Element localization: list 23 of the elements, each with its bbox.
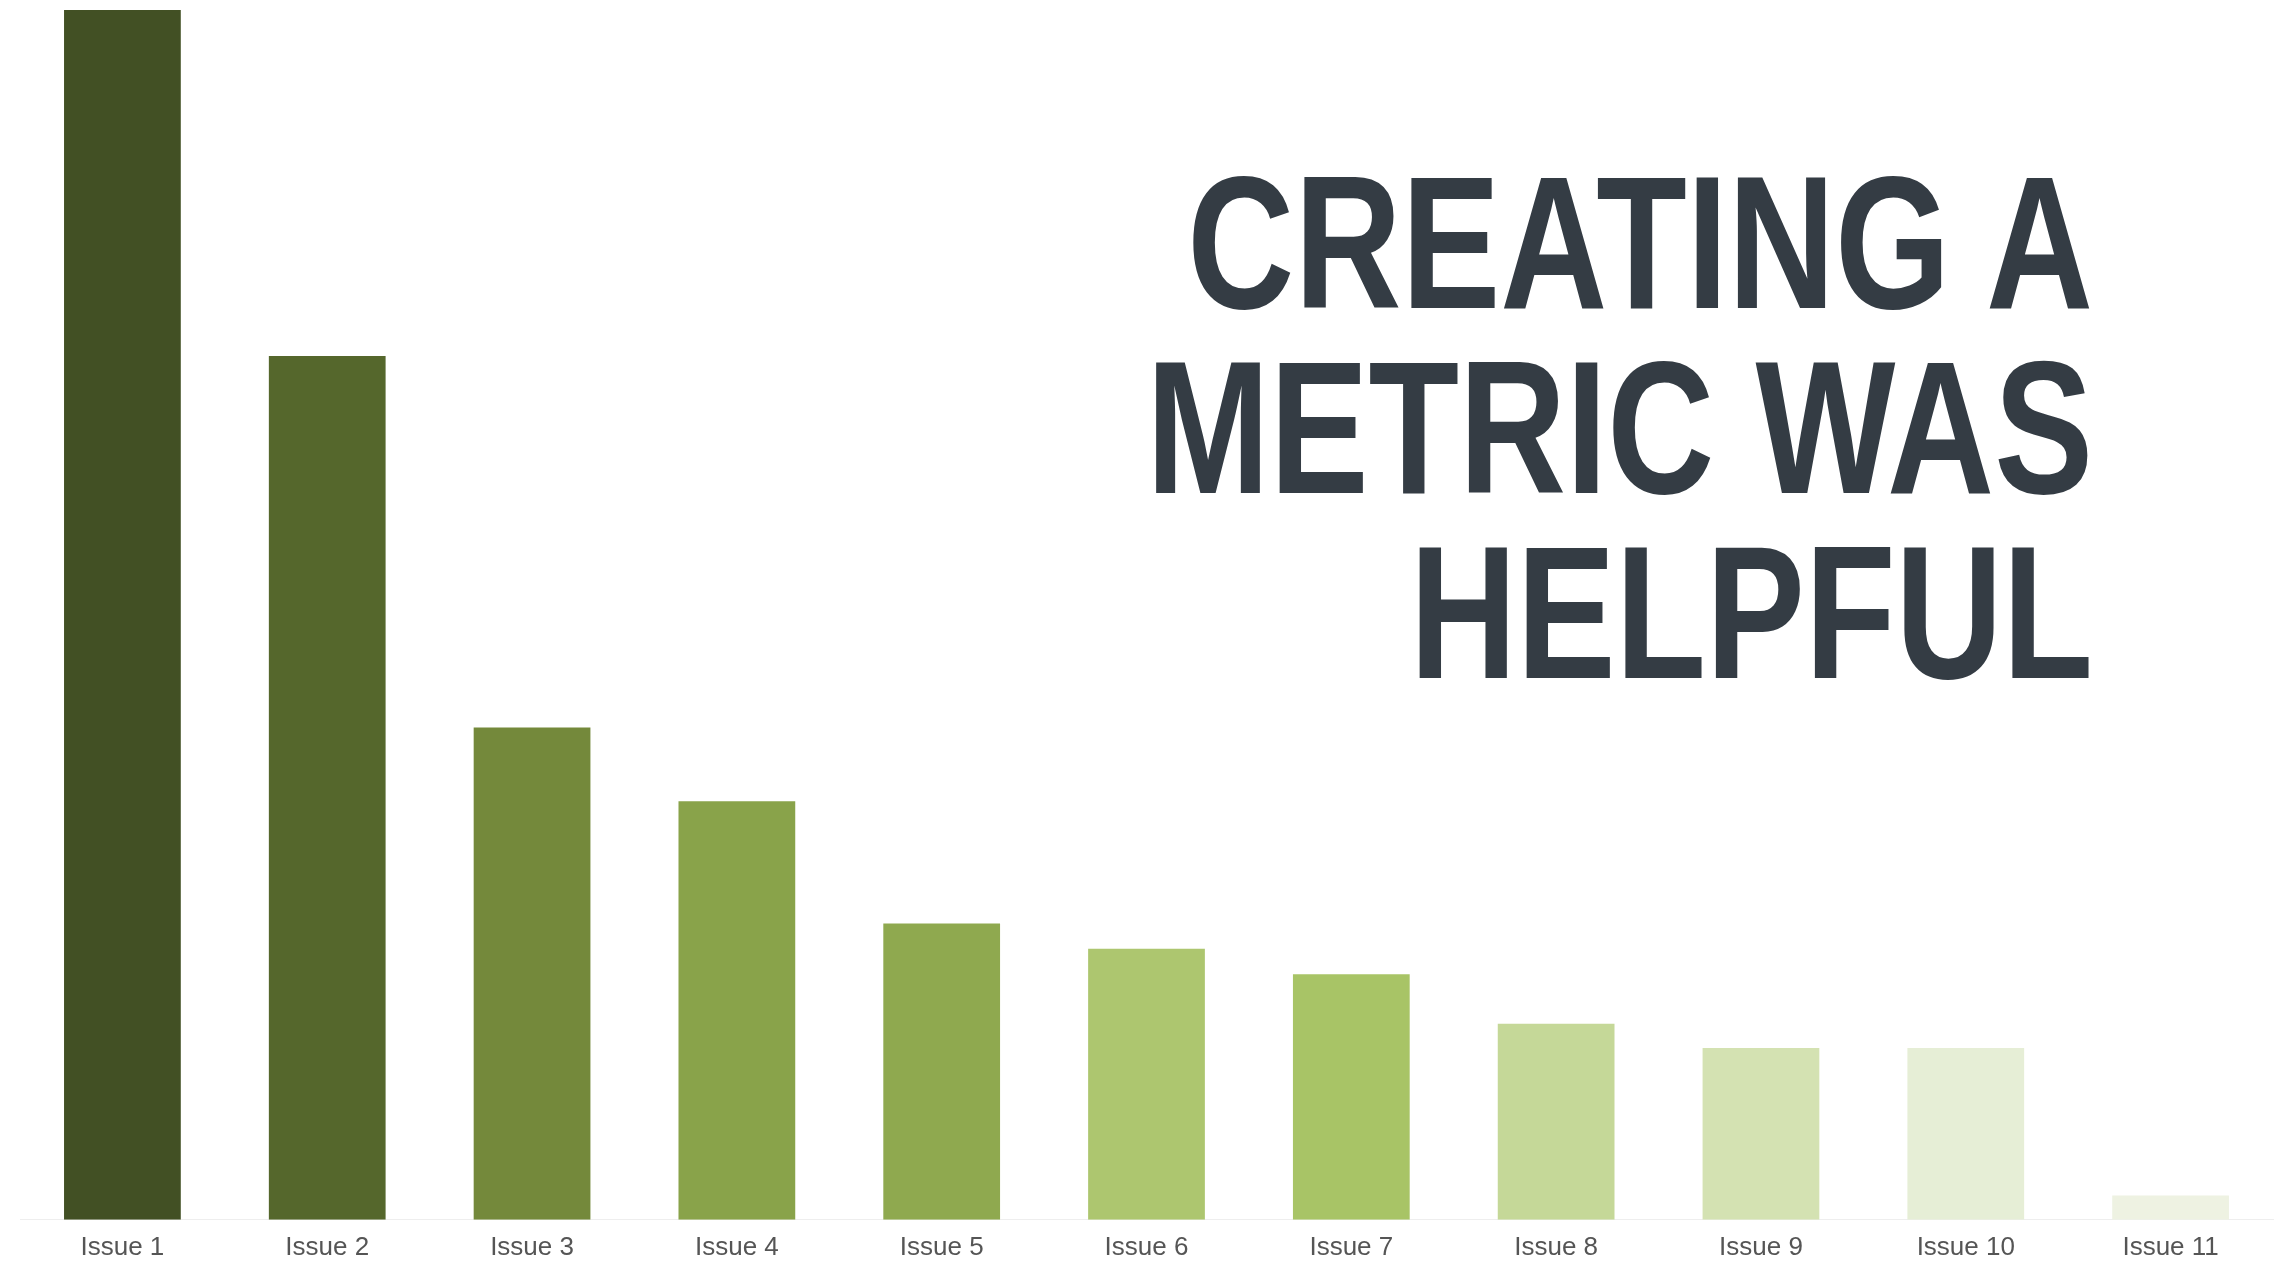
bar (883, 923, 1001, 1220)
x-tick-label: Issue 2 (285, 1230, 370, 1261)
bar (1292, 974, 1410, 1220)
x-tick-label: Issue 4 (694, 1230, 779, 1261)
x-tick-label: Issue 7 (1309, 1230, 1394, 1261)
bar (473, 727, 591, 1220)
x-tick-label: Issue 9 (1719, 1230, 1803, 1261)
bar (1088, 948, 1205, 1220)
x-tick-label: Issue 5 (899, 1230, 984, 1261)
bar (268, 356, 386, 1220)
bar (678, 801, 796, 1220)
bar (2112, 1195, 2229, 1220)
bar (1907, 1048, 2025, 1220)
x-tick-label: Issue 8 (1514, 1230, 1599, 1261)
x-tick-label: Issue 3 (490, 1230, 574, 1261)
x-tick-label: Issue 6 (1104, 1230, 1189, 1261)
x-tick-label: Issue 1 (80, 1230, 165, 1261)
bar (1702, 1048, 1820, 1220)
text: CREATING A METRIC WAS HELPFUL (1145, 136, 2093, 718)
x-tick-label: Issue 10 (1916, 1230, 2015, 1261)
bar (1497, 1023, 1615, 1220)
x-tick-label: Issue 11 (2122, 1230, 2219, 1261)
bar (64, 10, 181, 1220)
